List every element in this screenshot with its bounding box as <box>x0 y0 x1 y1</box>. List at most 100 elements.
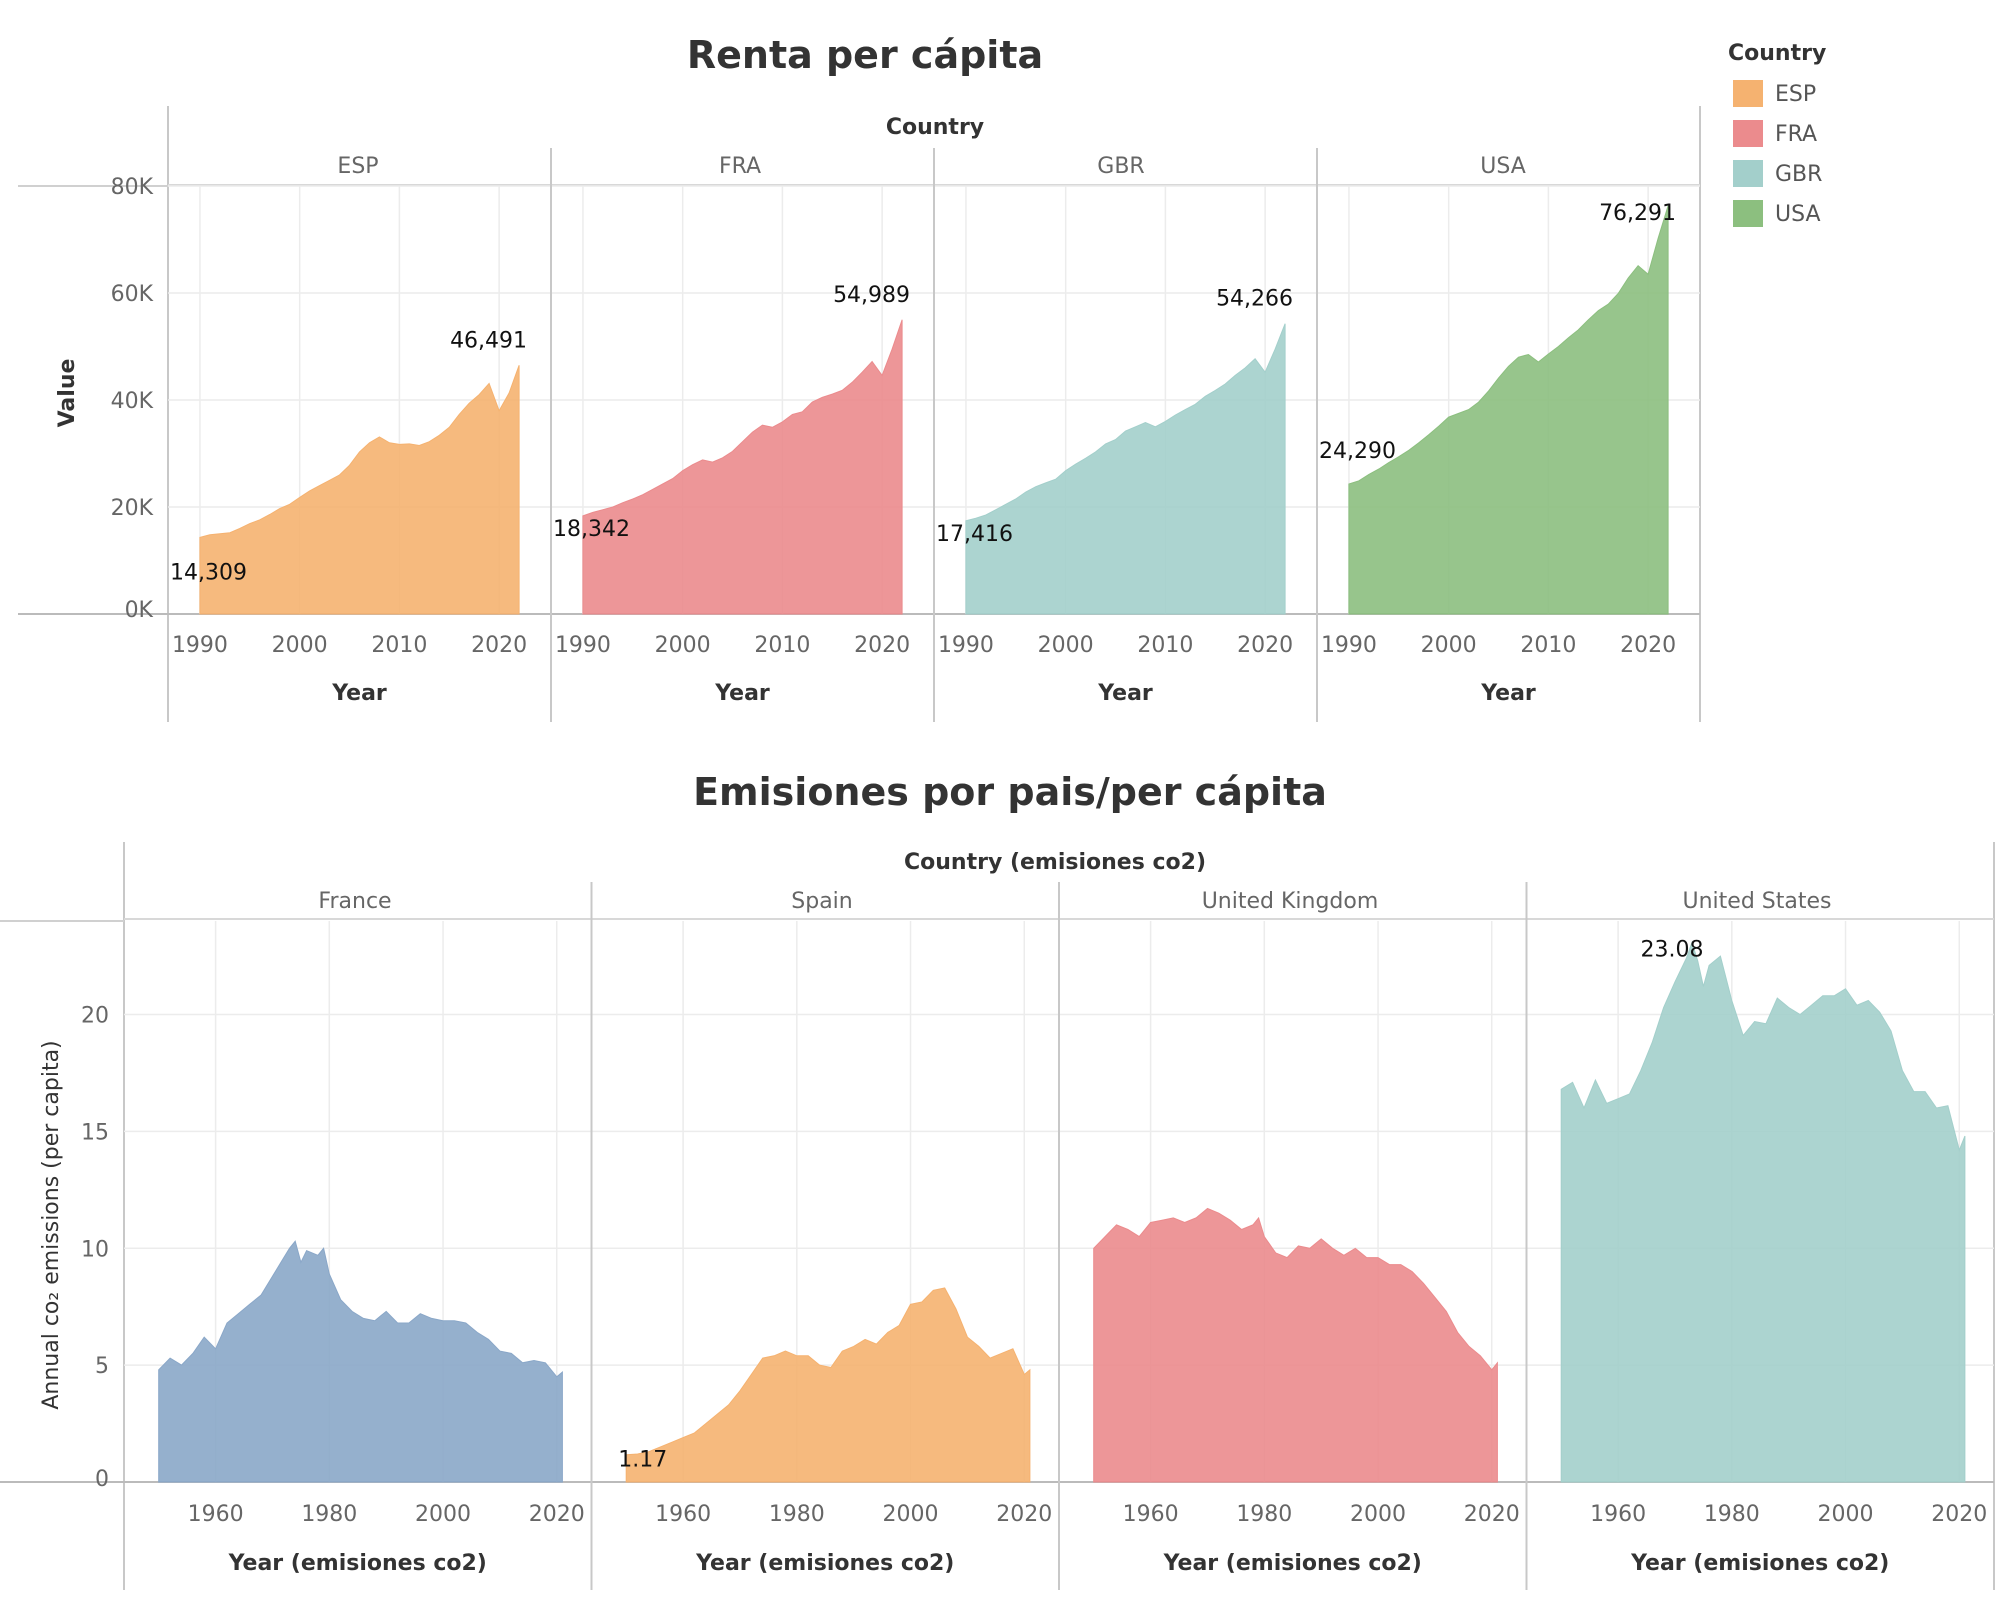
facet-label-france: France <box>318 889 391 914</box>
y-tick-label: 40K <box>111 389 154 414</box>
x-tick-label: 2010 <box>1137 633 1193 658</box>
x-tick-label: 1980 <box>1236 1502 1292 1527</box>
area-esp <box>199 365 520 615</box>
area-france <box>158 1240 563 1483</box>
x-tick-label: 2000 <box>415 1502 471 1527</box>
x-axis-title: Year (emisiones co2) <box>695 1551 954 1576</box>
y-axis-title-emissions: Annual co₂ emissions (per capita) <box>39 1040 64 1409</box>
facet-header-country-emisiones: Country (emisiones co2) <box>904 850 1206 875</box>
chart-title-emisiones: Emisiones por pais/per cápita <box>693 770 1327 814</box>
x-tick-label: 2000 <box>655 633 711 658</box>
legend-swatch-esp <box>1733 80 1763 107</box>
legend-title: Country <box>1728 41 1826 66</box>
x-tick-label: 1990 <box>1321 633 1377 658</box>
facet-label-united-kingdom: United Kingdom <box>1202 889 1379 914</box>
x-axis-title: Year <box>1097 681 1153 706</box>
data-label: 14,309 <box>170 560 247 585</box>
y-axis-title-value: Value <box>55 359 80 428</box>
x-tick-label: 2020 <box>854 633 910 658</box>
y-tick-label: 60K <box>111 282 154 307</box>
x-tick-label: 1960 <box>188 1502 244 1527</box>
x-tick-label: 2020 <box>1237 633 1293 658</box>
legend-item-gbr: GBR <box>1775 162 1822 187</box>
area-united-states <box>1560 940 1966 1483</box>
data-label: 18,342 <box>553 517 630 542</box>
x-tick-label: 2020 <box>996 1502 1052 1527</box>
y-tick-label: 20K <box>111 496 154 521</box>
x-tick-label: 2000 <box>1350 1502 1406 1527</box>
panel-gbr: 1990 2000 2010 2020 17,416 54,266 Year <box>933 148 1293 722</box>
facet-label-united-states: United States <box>1683 889 1832 914</box>
x-tick-label: 1980 <box>301 1502 357 1527</box>
facet-label-gbr: GBR <box>1097 154 1144 179</box>
panel-united-kingdom: 1960 1980 2000 2020 Year (emisiones co2) <box>1058 882 1520 1590</box>
x-axis-title: Year (emisiones co2) <box>1630 1551 1889 1576</box>
x-tick-label: 2000 <box>1038 633 1094 658</box>
chart-1-group: 80K 60K 40K 20K 0K 1990 2000 2010 2020 14,309 46,4… <box>18 106 1701 722</box>
chart-2-group: 20 15 10 5 0 1960 1980 2000 2020 Year (emisiones … <box>0 842 1995 1590</box>
x-axis-title: Year <box>1480 681 1536 706</box>
x-tick-label: 2000 <box>1818 1502 1874 1527</box>
legend-item-usa: USA <box>1775 202 1821 227</box>
legend-item-esp: ESP <box>1775 82 1816 107</box>
data-label: 1.17 <box>618 1448 667 1473</box>
x-tick-label: 2010 <box>371 633 427 658</box>
x-tick-label: 2000 <box>883 1502 939 1527</box>
x-tick-label: 2000 <box>1421 633 1477 658</box>
panel-spain: 1960 1980 2000 2020 1.17 Year (emisiones co2) <box>590 882 1052 1590</box>
legend: Country ESP FRA GBR USA <box>1728 41 1826 227</box>
panel-esp: 1990 2000 2010 2020 14,309 46,491 Year <box>170 186 527 706</box>
legend-swatch-gbr <box>1733 160 1763 187</box>
x-tick-label: 1980 <box>769 1502 825 1527</box>
x-tick-label: 2010 <box>1520 633 1576 658</box>
area-usa <box>1348 205 1669 615</box>
x-tick-label: 2020 <box>1620 633 1676 658</box>
y-tick-label: 20 <box>81 1004 109 1029</box>
area-united-kingdom <box>1093 1207 1498 1483</box>
y-tick-label: 5 <box>95 1354 109 1379</box>
facet-label-fra: FRA <box>719 154 761 179</box>
facet-label-esp: ESP <box>337 154 378 179</box>
data-label: 54,266 <box>1216 287 1293 312</box>
data-label: 23.08 <box>1641 938 1704 963</box>
x-tick-label: 1990 <box>938 633 994 658</box>
chart-title-renta: Renta per cápita <box>687 33 1043 77</box>
area-fra <box>582 319 903 615</box>
x-tick-label: 1990 <box>555 633 611 658</box>
facet-label-usa: USA <box>1480 154 1526 179</box>
data-label: 24,290 <box>1319 439 1396 464</box>
data-label: 54,989 <box>833 283 910 308</box>
x-tick-label: 1960 <box>1123 1502 1179 1527</box>
area-spain <box>625 1287 1031 1483</box>
panel-france: 1960 1980 2000 2020 Year (emisiones co2) <box>158 921 585 1576</box>
legend-swatch-fra <box>1733 120 1763 147</box>
panel-united-states: 1960 1980 2000 2020 23.08 Year (emisiones co2… <box>1525 882 1987 1590</box>
y-tick-label: 80K <box>111 175 154 200</box>
legend-swatch-usa <box>1733 200 1763 227</box>
x-tick-label: 2010 <box>754 633 810 658</box>
panel-fra: 1990 2000 2010 2020 18,342 54,989 Year <box>550 148 910 722</box>
x-tick-label: 2020 <box>471 633 527 658</box>
x-tick-label: 2000 <box>272 633 328 658</box>
y-tick-label: 0 <box>95 1467 109 1492</box>
panel-usa: 1990 2000 2010 2020 24,290 76,291 Year <box>1316 148 1676 722</box>
y-tick-label: 0K <box>125 598 154 623</box>
x-tick-label: 1960 <box>1590 1502 1646 1527</box>
y-tick-label: 15 <box>81 1120 109 1145</box>
data-label: 76,291 <box>1599 201 1676 226</box>
data-label: 17,416 <box>936 522 1013 547</box>
x-axis-title: Year <box>714 681 770 706</box>
x-tick-label: 1990 <box>172 633 228 658</box>
legend-item-fra: FRA <box>1775 122 1817 147</box>
x-tick-label: 1960 <box>655 1502 711 1527</box>
x-axis-title: Year <box>331 681 387 706</box>
x-tick-label: 2020 <box>1931 1502 1987 1527</box>
x-axis-title: Year (emisiones co2) <box>1163 1551 1422 1576</box>
y-tick-label: 10 <box>81 1237 109 1262</box>
facet-header-country: Country <box>886 115 984 140</box>
area-gbr <box>965 323 1286 615</box>
data-label: 46,491 <box>450 328 527 353</box>
facet-label-spain: Spain <box>791 889 852 914</box>
x-tick-label: 2020 <box>529 1502 585 1527</box>
